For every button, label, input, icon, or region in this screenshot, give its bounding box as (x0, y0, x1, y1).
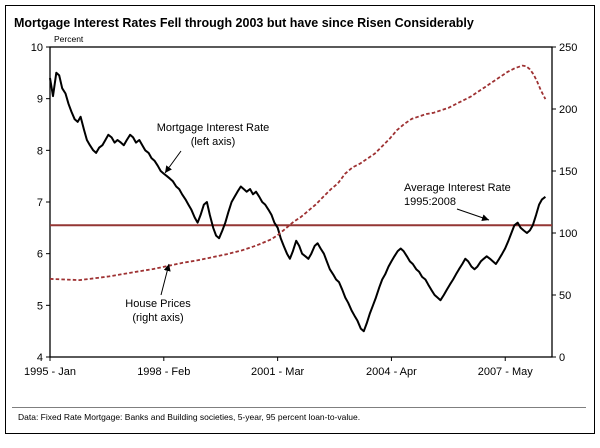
annotation-average-line-1: Average Interest Rate (404, 182, 511, 194)
right-axis-tick-label: 50 (559, 290, 571, 302)
right-axis-tick-label: 200 (559, 104, 577, 116)
left-axis-tick-label: 9 (37, 94, 43, 106)
plot-frame (49, 46, 553, 358)
annotation-average-arrow (456, 208, 490, 222)
right-axis-tick-label: 0 (559, 352, 565, 364)
house-prices-line (49, 64, 547, 282)
right-axis-tick-label: 100 (559, 228, 577, 240)
chart-footnote: Data: Fixed Rate Mortgage: Banks and Bui… (12, 407, 586, 424)
left-axis-tick-label: 6 (37, 249, 43, 261)
annotation-house-line-1: House Prices (125, 298, 191, 310)
annotation-house-line-2: (right axis) (132, 312, 183, 324)
x-axis-tick-label: 1998 - Feb (137, 366, 190, 378)
chart-title: Mortgage Interest Rates Fell through 200… (14, 16, 474, 30)
mortgage-interest-rate-line (49, 71, 547, 333)
left-axis-tick-label: 10 (31, 42, 43, 54)
left-axis-title: Percent (54, 34, 84, 44)
annotation-mortgage-arrow (164, 150, 182, 174)
annotation-house-arrow (160, 263, 171, 296)
annotation-average-line-2: 1995:2008 (404, 196, 456, 208)
x-axis-tick-label: 2001 - Mar (251, 366, 305, 378)
chart-frame: Mortgage Interest Rates Fell through 200… (5, 5, 595, 434)
left-axis-tick-label: 7 (37, 197, 43, 209)
x-axis-tick-label: 1995 - Jan (24, 366, 76, 378)
x-axis-tick-label: 2004 - Apr (366, 366, 417, 378)
right-axis-tick-label: 250 (559, 42, 577, 54)
right-axis-tick-label: 150 (559, 166, 577, 178)
x-axis-tick-label: 2007 - May (478, 366, 534, 378)
left-axis-tick-label: 8 (37, 145, 43, 157)
left-axis-tick-label: 4 (37, 352, 43, 364)
annotation-mortgage-line-2: (left axis) (191, 136, 236, 148)
left-axis-tick-label: 5 (37, 300, 43, 312)
annotation-mortgage-line-1: Mortgage Interest Rate (157, 122, 270, 134)
